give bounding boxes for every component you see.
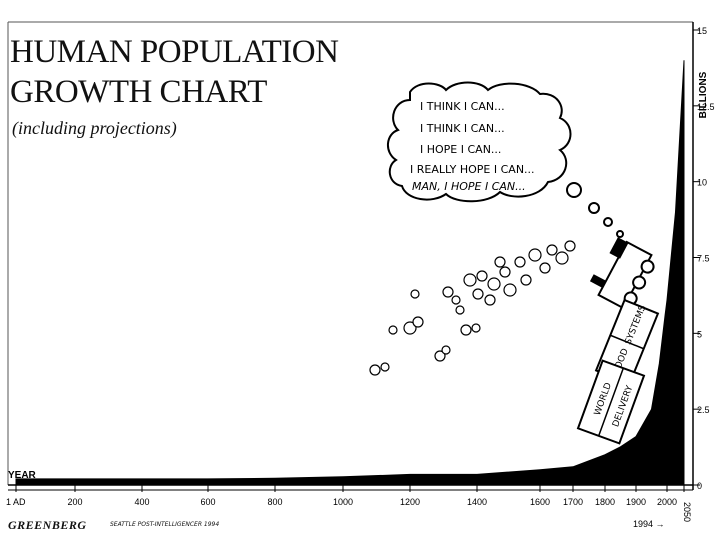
chart-title-line1: HUMAN POPULATION [10,34,339,70]
thought-bubble-4 [616,230,624,238]
smoke-puff [555,251,569,265]
smoke-puff [528,248,542,262]
thought-bubble-3 [603,217,613,227]
x-tick-label: 600 [200,497,215,507]
y-tick-label: 15 [697,26,707,36]
smoke-puff [380,362,390,372]
thought-bubble-1 [566,182,582,198]
smoke-puff [546,244,558,256]
marker-1994: 1994 → [633,519,665,529]
y-tick-label: 5 [697,329,702,339]
smoke-puff [451,295,461,305]
smoke-puff [442,286,454,298]
train-car-world-delivery: WORLD DELIVERY [576,359,646,445]
thought-bubble-2 [588,202,600,214]
smoke-puff [455,305,465,315]
y-ticks: 0 2.5 5 7.5 10 12.5 15 [693,26,715,491]
smoke-puff [472,288,484,300]
thought-line-3: I HOPE I CAN... [420,143,501,156]
locomotive-wheel [632,275,647,290]
y-tick-label: 10 [697,178,707,188]
smoke-puff [514,256,526,268]
smoke-puff [412,316,424,328]
locomotive-stack [589,274,607,288]
train: FOOD SYSTEMS WORLD DELIVERY [576,237,660,445]
locomotive-cab [609,237,629,259]
chart-title: HUMAN POPULATION GROWTH CHART [10,32,339,112]
smoke-puff [476,270,488,282]
x-tick-label: 800 [267,497,282,507]
x-tick-label: 2050 [682,502,692,522]
thought-line-2: I THINK I CAN... [420,122,505,135]
y-tick-label: 0 [697,481,702,491]
thought-line-4: I REALLY HOPE I CAN... [410,163,535,176]
locomotive-wheel [640,259,655,274]
smoke-puff [463,273,477,287]
y-tick-label: 12.5 [697,102,715,112]
x-axis-label: YEAR [8,470,37,481]
thought-cloud-shape [387,81,572,203]
chart-subtitle: (including projections) [12,118,177,138]
x-tick-label: 1900 [626,497,646,507]
x-tick-label: 200 [67,497,82,507]
x-tick-label: 2000 [657,497,677,507]
x-tick-label: 1000 [333,497,353,507]
smoke-puff [460,324,472,336]
smoke-puff [503,283,517,297]
smoke-puff [494,256,506,268]
thought-line-5: MAN, I HOPE I CAN... [412,180,526,193]
smoke-puff [564,240,576,252]
x-tick-label: 1600 [530,497,550,507]
artist-signature: GREENBERG [8,518,87,532]
population-area [15,60,685,486]
y-tick-label: 7.5 [697,254,710,264]
artist-credit-line: SEATTLE POST-INTELLIGENCER 1994 [110,521,220,528]
smoke-puff [484,294,496,306]
x-ticks: 1 AD 200 400 600 800 1000 1200 1400 1600 1700 1800… [6,485,692,522]
smoke-puff [388,325,398,335]
smoke-puff [369,364,381,376]
x-tick-label: 1700 [563,497,583,507]
smoke-puff [441,345,451,355]
smoke-puff [471,323,481,333]
x-tick-label: 400 [134,497,149,507]
train-car-divider [597,367,625,437]
x-tick-label: 1800 [595,497,615,507]
smoke-puff [487,277,501,291]
x-tick-label: 1200 [400,497,420,507]
chart-title-line2: GROWTH CHART [10,74,267,110]
smoke-puff [410,289,420,299]
thought-line-1: I THINK I CAN... [420,100,505,113]
x-tick-label: 1400 [467,497,487,507]
smoke-puff [520,274,532,286]
y-axis-label: BILLIONS [698,71,709,118]
x-tick-label: 1 AD [6,497,26,507]
smoke-puff [434,350,446,362]
smoke-puff [539,262,551,274]
thought-cloud: I THINK I CAN... I THINK I CAN... I HOPE… [387,81,624,238]
smoke-puff [499,266,511,278]
locomotive [589,237,655,310]
train-car-divider [610,334,644,350]
smoke-puffs [369,240,576,376]
y-tick-label: 2.5 [697,405,710,415]
smoke-puff [403,321,417,335]
